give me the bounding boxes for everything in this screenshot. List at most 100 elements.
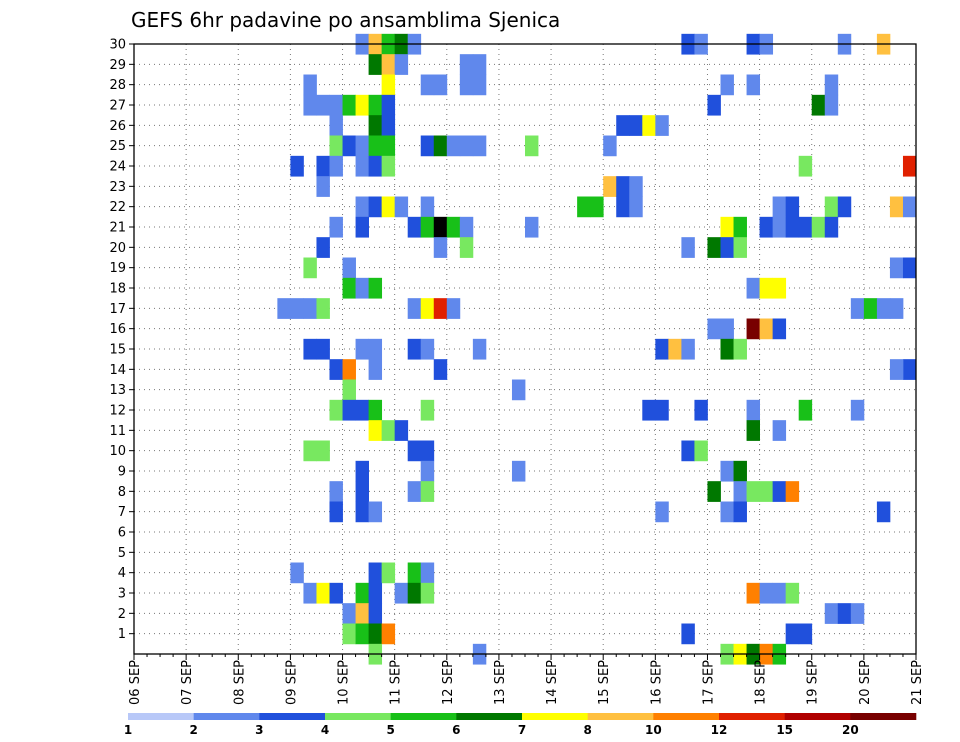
precip-cell	[746, 420, 760, 441]
precip-cell	[772, 277, 787, 299]
precip-cell	[433, 135, 448, 157]
precip-cell	[746, 74, 760, 96]
precip-cell	[407, 481, 422, 502]
precip-cell	[733, 338, 747, 360]
precip-cell	[616, 115, 630, 136]
precip-cell	[316, 94, 330, 116]
precip-cell	[472, 338, 487, 360]
precip-cell	[707, 237, 721, 258]
precip-cell	[459, 216, 474, 238]
precip-cell	[381, 623, 396, 645]
precip-cell	[420, 399, 435, 421]
precip-cell	[824, 94, 839, 116]
y-tick-label: 27	[109, 99, 126, 114]
precip-cell	[798, 216, 813, 238]
colorbar-swatch	[587, 713, 654, 720]
precip-cell	[290, 298, 304, 319]
precip-cell	[720, 460, 734, 482]
y-tick-label: 1	[118, 627, 126, 642]
y-tick-label: 14	[109, 363, 126, 378]
precip-cell	[472, 74, 487, 96]
precip-cell	[459, 135, 474, 157]
precip-cell	[407, 562, 422, 584]
precip-cell	[889, 257, 904, 279]
colorbar-label: 2	[189, 723, 197, 737]
precip-cell	[368, 623, 383, 645]
precip-cell	[681, 440, 695, 462]
precip-cell	[629, 115, 643, 136]
precip-cell	[394, 196, 409, 218]
y-tick-label: 8	[118, 485, 126, 500]
precip-cell	[733, 237, 747, 258]
precip-cell	[420, 196, 435, 218]
precip-cell	[902, 359, 917, 380]
precip-cell	[511, 379, 526, 401]
precip-cell	[889, 359, 904, 380]
precip-cell	[472, 54, 487, 75]
colorbar-swatch	[456, 713, 523, 720]
x-tick-label: 18 SEP	[754, 660, 769, 705]
precip-cell	[420, 338, 435, 360]
precip-cell	[459, 74, 474, 96]
y-tick-label: 13	[109, 383, 126, 398]
precip-cell	[720, 338, 734, 360]
y-tick-label: 22	[109, 200, 126, 215]
chart-title: GEFS 6hr padavine po ansamblima Sjenica	[131, 8, 560, 32]
precip-cell	[329, 115, 343, 136]
precip-cell	[785, 196, 800, 218]
precip-cell	[342, 399, 356, 421]
x-tick-label: 09 SEP	[284, 660, 299, 705]
precip-cell	[355, 399, 369, 421]
colorbar-swatch	[193, 713, 260, 720]
precip-cell	[355, 603, 369, 624]
precip-cell	[329, 135, 343, 157]
precip-cell	[290, 562, 304, 584]
precip-cell	[329, 582, 343, 604]
colorbar-label: 4	[321, 723, 329, 737]
precip-cell	[889, 298, 904, 319]
precip-cell	[720, 318, 734, 340]
precip-cell	[850, 399, 865, 421]
precip-cell	[316, 176, 330, 197]
precip-cell	[655, 399, 669, 421]
precip-cell	[655, 501, 669, 523]
precip-cell	[616, 196, 630, 218]
precip-cell	[355, 481, 369, 502]
precip-cell	[642, 399, 656, 421]
x-tick-label: 12 SEP	[441, 660, 456, 705]
precip-cell	[381, 196, 396, 218]
precip-cell	[616, 176, 630, 197]
precip-cell	[811, 94, 826, 116]
precip-cell	[381, 420, 396, 441]
precip-cell	[876, 298, 891, 319]
precip-cell	[720, 501, 734, 523]
colorbar-label: 7	[518, 723, 526, 737]
precip-cell	[368, 582, 383, 604]
y-tick-label: 25	[109, 139, 126, 154]
precip-cell	[407, 582, 422, 604]
precip-cell	[420, 481, 435, 502]
y-tick-label: 23	[109, 180, 126, 195]
precip-cell	[694, 440, 708, 462]
precip-cell	[902, 196, 917, 218]
precip-cell	[368, 603, 383, 624]
y-tick-label: 30	[109, 38, 126, 53]
precip-cell	[420, 460, 435, 482]
precip-cell	[407, 298, 422, 319]
precip-cell	[798, 399, 813, 421]
y-tick-label: 7	[118, 505, 126, 520]
precip-cell	[772, 196, 787, 218]
precip-cell	[655, 338, 669, 360]
precip-cell	[303, 74, 317, 96]
precip-cell	[785, 216, 800, 238]
precip-cell	[355, 582, 369, 604]
y-tick-label: 15	[109, 343, 126, 358]
precip-cell	[720, 74, 734, 96]
precip-cell	[433, 216, 448, 238]
x-tick-label: 16 SEP	[649, 660, 664, 705]
precip-cell	[368, 501, 383, 523]
precip-cell	[394, 420, 409, 441]
precip-cell	[303, 582, 317, 604]
precip-cell	[446, 298, 461, 319]
precip-cell	[420, 74, 435, 96]
